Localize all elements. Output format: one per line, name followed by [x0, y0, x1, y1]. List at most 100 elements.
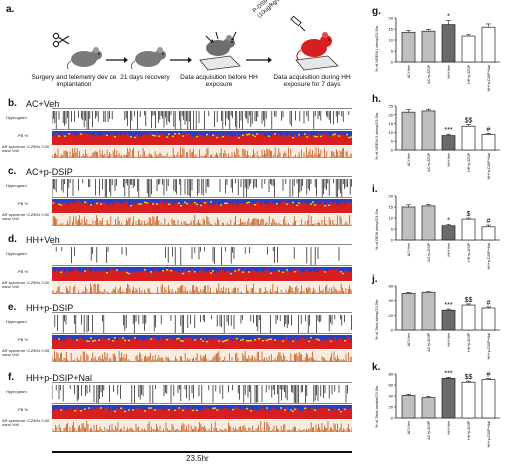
- error-bar: [406, 30, 411, 33]
- bar: [481, 307, 496, 331]
- chart-panel-letter: h.: [372, 94, 381, 105]
- time-scale-bar: [52, 451, 352, 453]
- chart-y-axis-label: % of Total awake/23.5hr: [374, 385, 379, 428]
- chart-panel-letter: k.: [372, 362, 381, 373]
- bar: [441, 309, 456, 331]
- y-tick-label: 5: [391, 139, 394, 144]
- category-label: AC+Veh: [407, 243, 411, 256]
- pb-label: PB %: [18, 407, 29, 412]
- y-tick-label: 80: [389, 372, 394, 377]
- chart-panel-letter: i.: [372, 184, 378, 195]
- injection-label: P-DSIP (10ug/kg/day): [252, 0, 288, 20]
- y-tick-label: 15: [389, 27, 394, 32]
- chart-y-axis-label: % of NREM I sleep/23.5hr: [374, 25, 379, 72]
- bar-chart: 0 5 10 15 20 25 AC+Veh AC+p-DSIP *** HH+Veh $$ HH+p…: [389, 104, 500, 179]
- error-bar: [466, 34, 471, 37]
- bar: [441, 378, 456, 419]
- error-bar: [466, 124, 471, 127]
- step-1-text: Surgery and telemetry dev ce implantatio…: [31, 74, 117, 89]
- category-label: HH+p-DSIP+Nal: [487, 65, 491, 92]
- category-label: HH+p-DSIP: [467, 420, 471, 439]
- significance-marker: $: [467, 211, 471, 218]
- category-label: HH+p-DSIP+Nal: [487, 243, 491, 270]
- category-label: HH+Veh: [447, 421, 451, 435]
- error-bar: [466, 303, 471, 306]
- trace-condition-label: HH+p-DSIP+Nal: [26, 373, 93, 383]
- category-label: HH+Veh: [447, 153, 451, 167]
- trace-panel-letter: f.: [8, 372, 15, 383]
- trace-panel-letter: b.: [8, 98, 17, 109]
- category-label: AC+Veh: [407, 153, 411, 166]
- category-label: AC+p-DSIP: [427, 420, 431, 439]
- error-bar: [486, 133, 491, 135]
- error-bar: [426, 108, 431, 111]
- scissors-icon: [52, 32, 70, 48]
- y-tick-label: 0: [391, 238, 394, 243]
- bar: [421, 110, 436, 151]
- error-bar: [486, 23, 491, 28]
- category-label: AC+p-DSIP: [427, 332, 431, 351]
- error-bar: [466, 380, 471, 383]
- category-label: AC+Veh: [407, 421, 411, 434]
- error-bar: [426, 396, 431, 398]
- significance-marker: $$: [465, 297, 473, 304]
- error-bar: [446, 377, 451, 379]
- category-label: HH+p-DSIP: [467, 332, 471, 351]
- ar-spectrum-trace: [52, 146, 352, 158]
- significance-marker: #: [487, 126, 491, 133]
- arrow-icon: [106, 57, 128, 63]
- bar: [441, 135, 456, 151]
- chart-panel-letter: g.: [372, 6, 381, 17]
- error-bar: [486, 378, 491, 380]
- significance-marker: $$: [465, 374, 473, 381]
- y-tick-label: 10: [389, 130, 394, 135]
- category-label: AC+Veh: [407, 333, 411, 346]
- trace-panel-letter: e.: [8, 302, 17, 313]
- error-bar: [446, 133, 451, 136]
- category-label: HH+p-DSIP+Nal: [487, 153, 491, 180]
- significance-marker: *: [447, 14, 450, 21]
- y-tick-label: 20: [389, 194, 394, 199]
- hypnogram-trace: [52, 382, 352, 404]
- hypnogram-trace: [52, 108, 352, 130]
- chart-panel-letter: j.: [372, 274, 378, 285]
- step-4-text: Data acquisition during HH exposure for …: [273, 74, 351, 89]
- category-label: HH+Veh: [447, 65, 451, 79]
- bar: [481, 26, 496, 63]
- hypnogram-trace: [52, 176, 352, 198]
- significance-marker: ***: [444, 370, 452, 377]
- trace-panel-letter: c.: [8, 166, 17, 177]
- category-label: HH+p-DSIP+Nal: [487, 333, 491, 360]
- bar: [461, 125, 476, 151]
- ar-spectrum-trace: [52, 214, 352, 226]
- category-label: HH+p-DSIP: [467, 64, 471, 83]
- time-scale-label: 23.5hr: [186, 454, 209, 463]
- bar-chart: 0 5 10 15 20 AC+Veh AC+p-DSIP * HH+Veh HH+p-DSIP H…: [389, 14, 500, 91]
- ar-spectrum-label: AR spectrum :0-25Hz 0.00 nano Volt: [2, 418, 50, 428]
- ar-spectrum-label: AR spectrum :0-25Hz 0.00 nano Volt: [2, 348, 50, 358]
- y-tick-label: 60: [389, 284, 394, 289]
- bar: [461, 381, 476, 419]
- step-3-text: Data acquisition before HH exposure: [180, 74, 258, 89]
- pb-label: PB %: [18, 201, 29, 206]
- bar: [401, 206, 416, 241]
- y-tick-label: 0: [391, 416, 394, 421]
- hypnogram-label: Hypnogram: [6, 389, 27, 394]
- ar-spectrum-trace: [52, 350, 352, 362]
- error-bar: [406, 292, 411, 294]
- error-bar: [406, 204, 411, 207]
- bar: [401, 31, 416, 63]
- bar: [421, 205, 436, 241]
- pb-label: PB %: [18, 269, 29, 274]
- y-tick-label: 20: [389, 112, 394, 117]
- ar-spectrum-label: AR spectrum :0-25Hz 0.00 nano Volt: [2, 144, 50, 154]
- significance-marker: ***: [444, 302, 452, 309]
- y-tick-label: 20: [389, 405, 394, 410]
- error-bar: [406, 394, 411, 396]
- error-bar: [466, 217, 471, 220]
- y-tick-label: 15: [389, 205, 394, 210]
- error-bar: [426, 204, 431, 206]
- y-tick-label: 5: [391, 49, 394, 54]
- y-tick-label: 0: [391, 328, 394, 333]
- bar: [481, 134, 496, 151]
